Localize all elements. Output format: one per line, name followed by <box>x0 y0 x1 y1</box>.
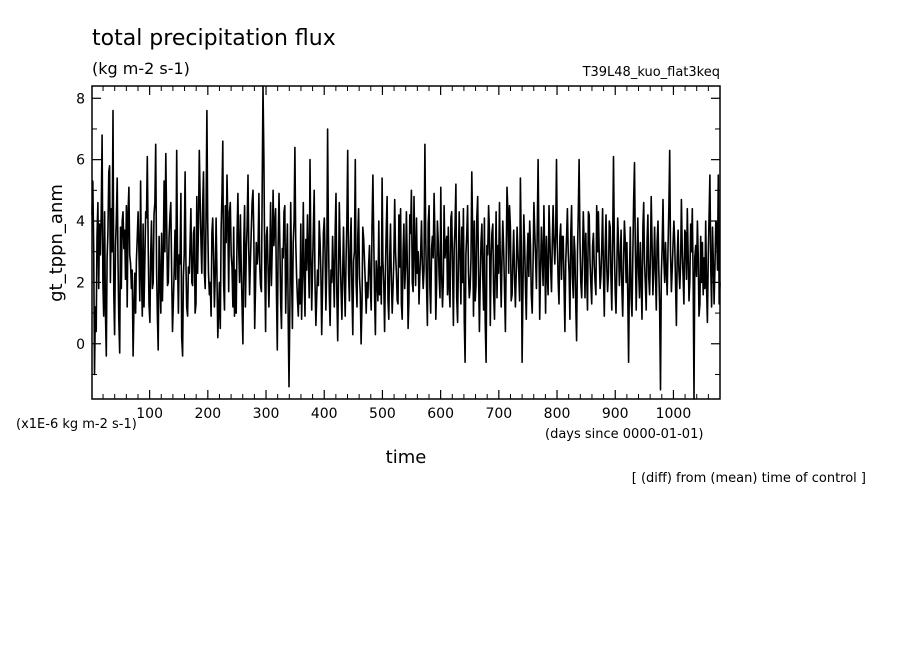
chart-title: total precipitation flux <box>92 26 336 51</box>
x-tick-label: 600 <box>427 406 454 422</box>
plot-area: 0 2 4 6 8 100 200 300 400 500 600 700 800 900 1000 <box>76 85 721 422</box>
y-tick-label: 4 <box>76 214 85 230</box>
series-line <box>91 85 721 400</box>
y-tick-label: 0 <box>76 337 85 353</box>
footnote: [ (diff) from (mean) time of control ] <box>632 471 866 486</box>
x-tick-label: 900 <box>602 406 629 422</box>
y-tick-label: 6 <box>76 153 85 169</box>
y-tick-label: 2 <box>76 275 85 291</box>
x-axis-label: time <box>386 447 427 468</box>
chart-units: (kg m-2 s-1) <box>92 59 190 78</box>
y-axis-label: gt_tppn_anm <box>46 184 67 302</box>
x-tick-label: 200 <box>194 406 221 422</box>
x-tick-label: 300 <box>253 406 280 422</box>
x-tick-label: 500 <box>369 406 396 422</box>
run-label: T39L48_kuo_flat3keq <box>582 65 720 80</box>
x-tick-label: 100 <box>136 406 163 422</box>
x-tick-label: 800 <box>544 406 571 422</box>
axis-ticks: 0 2 4 6 8 100 200 300 400 500 600 700 800 900 1000 <box>76 86 720 422</box>
y-tick-label: 8 <box>76 91 85 107</box>
x-tick-label: 700 <box>485 406 512 422</box>
x-tick-label: 1000 <box>656 406 692 422</box>
x-tick-label: 400 <box>311 406 338 422</box>
x-units-label: (days since 0000-01-01) <box>545 427 703 442</box>
y-scale-label: (x1E-6 kg m-2 s-1) <box>16 417 137 432</box>
